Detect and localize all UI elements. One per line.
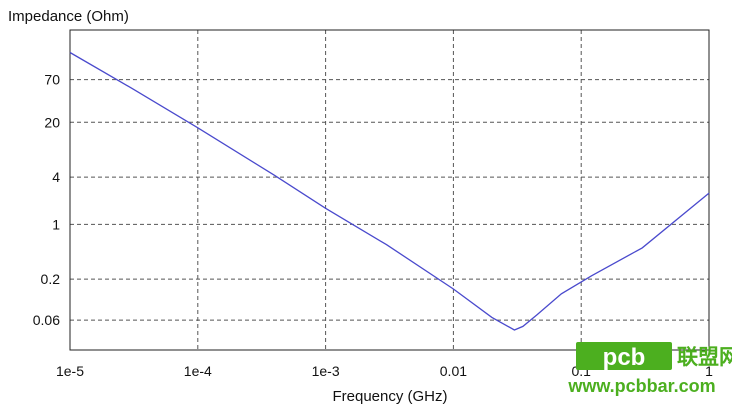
series-layer [69, 51, 710, 331]
x-axis-title: Frequency (GHz) [332, 388, 447, 405]
x-tick-label: 1 [705, 363, 713, 379]
x-tick-label: 1e-5 [56, 363, 84, 379]
x-tick-label: 1e-3 [312, 363, 340, 379]
plot-frame [69, 29, 710, 351]
grid-layer [70, 30, 709, 350]
x-tick-label: 1e-4 [184, 363, 212, 379]
y-tick-label: 20 [44, 114, 60, 130]
y-tick-label: 70 [44, 72, 60, 88]
watermark-url: www.pcbbar.com [567, 376, 715, 396]
watermark-brand-box [576, 342, 672, 370]
y-tick-label: 1 [52, 216, 60, 232]
watermark: pcb 联盟网 www.pcbbar.com [567, 342, 732, 396]
impedance-series-line [69, 51, 710, 331]
watermark-brand: pcb [603, 344, 646, 371]
y-tick-label: 0.06 [33, 312, 60, 328]
y-tick-label: 4 [52, 169, 60, 185]
watermark-cn: 联盟网 [677, 346, 732, 369]
y-tick-label: 0.2 [41, 271, 61, 287]
x-tick-label: 0.01 [440, 363, 467, 379]
y-axis-title: Impedance (Ohm) [8, 8, 129, 25]
